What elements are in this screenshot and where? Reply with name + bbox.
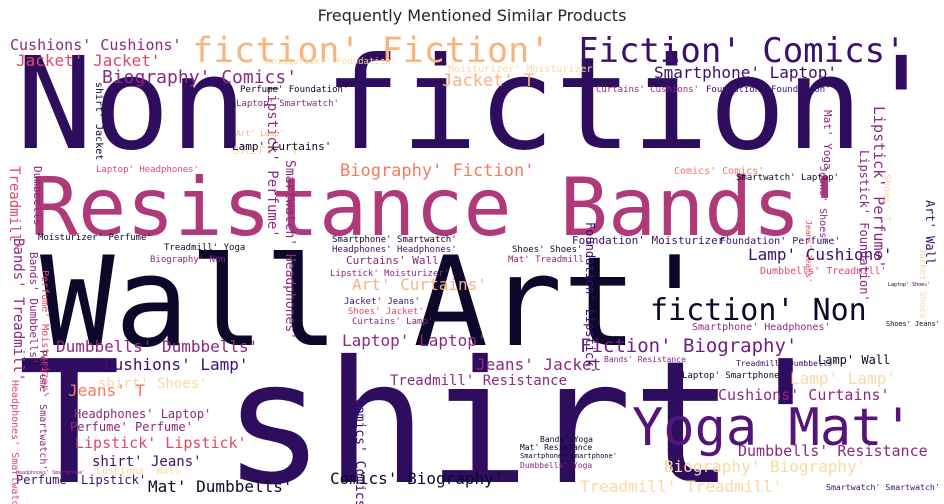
cloud-word: Bands' Treadmill': [10, 238, 26, 381]
cloud-word: Cushions' Wall: [96, 466, 180, 477]
cloud-word: Curtains' Wall: [346, 254, 439, 267]
cloud-word: Bands' Dumbbells': [27, 252, 40, 365]
cloud-word: Perfume' Smartwatch': [37, 350, 48, 470]
cloud-word: Treadmill' Treadmill': [580, 477, 782, 496]
cloud-word: fiction' Fiction': [192, 31, 550, 71]
cloud-word: Jacket' T: [442, 71, 534, 91]
cloud-word: Wall Art': [40, 231, 712, 375]
cloud-word: Jacket' Jacket': [16, 51, 161, 70]
cloud-word: Jacket' Jeans': [344, 297, 420, 307]
cloud-word: Headphones' Smartwatch': [9, 380, 20, 504]
cloud-word: Lipstick' Foundation': [857, 150, 871, 302]
cloud-word: shirt' Shoes': [98, 376, 208, 392]
cloud-word: Fiction' Biography': [580, 335, 797, 357]
cloud-word: Dumbbells' Treadmill': [760, 266, 886, 277]
cloud-word: fiction' Non: [650, 293, 867, 328]
cloud-word: Bands' Resistance: [604, 355, 686, 364]
cloud-word: Jacket' Shoes': [917, 248, 927, 324]
cloud-word: Yoga Mat': [632, 398, 914, 458]
cloud-word: Foundation' Moisturizer': [572, 234, 731, 247]
cloud-word: Smartwatch' Headphones': [282, 160, 297, 340]
cloud-word: Lipstick' Perfume': [264, 86, 280, 238]
cloud-word: shirt' Jacket: [93, 82, 104, 160]
cloud-word: Bands' Yoga: [540, 435, 593, 444]
cloud-word: Shoes' Jeans': [886, 320, 940, 328]
cloud-word: Fiction' Comics': [578, 31, 906, 71]
cloud-word: Smartphone' Laptop': [654, 63, 837, 82]
cloud-word: Cushions' Curtains': [718, 386, 890, 404]
cloud-word: Perfume' Lipstick': [16, 473, 146, 487]
cloud-word: Headphones' Smartphone': [16, 470, 85, 476]
cloud-word: Art' Lamp': [236, 129, 284, 138]
cloud-word: Moisturizer' Foundation': [266, 57, 396, 67]
cloud-word: Moisturizer' Moisturizer': [448, 64, 599, 75]
cloud-word: Foundation' Perfume': [720, 236, 840, 247]
cloud-word: Lipstick' Moisturizer': [330, 269, 449, 279]
cloud-word: Jeans' Jacket: [476, 355, 601, 374]
cloud-word: Resistance Bands': [30, 161, 849, 254]
cloud-word: Smartwatch' Laptop': [736, 173, 839, 183]
cloud-word: Laptop' Shoes': [888, 282, 930, 288]
cloud-word: Foundation' Foundation': [706, 85, 831, 95]
cloud-word: Lamp' Lamp': [790, 369, 896, 388]
cloud-word: Lamp' Curtains': [232, 140, 331, 153]
cloud-word: Laptop' Smartphone': [682, 371, 785, 381]
cloud-word: Biography' Comics': [102, 67, 297, 88]
cloud-word: Treadmill' Dumbbells': [736, 359, 837, 368]
cloud-word: Mat' Treadmill': [508, 255, 589, 265]
cloud-word: Jeans' T: [68, 381, 145, 400]
cloud-word: Non fiction': [16, 30, 940, 179]
cloud-word: Lipstick' Lipstick': [75, 434, 247, 452]
cloud-word: Curtains' Cushions': [596, 85, 699, 95]
cloud-word: T shirt': [18, 325, 837, 504]
cloud-word: Dumbbells' Dumbbells': [56, 337, 258, 356]
cloud-word: Foundation' Lipstick': [583, 222, 597, 374]
cloud-word: Perfume' Perfume': [70, 420, 193, 434]
cloud-word: Curtains' Lamp': [352, 317, 433, 327]
chart-title: Frequently Mentioned Similar Products: [317, 6, 627, 25]
cloud-word: Biography' Fiction': [340, 161, 534, 181]
cloud-word: Smartphone' Smartphone': [520, 452, 617, 460]
cloud-word: Lamp' Cushions': [748, 245, 893, 264]
cloud-word: shirt' T: [232, 142, 300, 158]
cloud-word: Shoes' Shoes': [512, 245, 582, 255]
cloud-word: Jeans' Jeans': [804, 220, 813, 283]
cloud-word: Perfume' Foundation': [240, 85, 348, 95]
cloud-word: Mat' Resistance: [520, 443, 592, 452]
cloud-word: Jeans' Shoes': [817, 166, 828, 244]
cloud-word: Laptop' Headphones': [96, 165, 199, 175]
cloud-word: Treadmill' Yoga: [164, 243, 245, 253]
cloud-word: Dumbbells' Resistance: [738, 442, 928, 460]
cloud-word: Headphones' Headphones': [332, 245, 457, 255]
cloud-word: Cushions' Lamp': [104, 355, 249, 374]
cloud-word: Shoes' Jacket': [348, 307, 424, 317]
cloud-word: Comics' Comics': [352, 398, 367, 504]
cloud-word: Shoes' T: [881, 174, 892, 222]
cloud-word: Laptop' Laptop': [342, 331, 487, 350]
cloud-word: Perfume' Moisturizer': [39, 270, 50, 396]
cloud-word: Lamp' Wall: [818, 353, 890, 367]
cloud-word: Dumbbells': [31, 166, 44, 232]
cloud-word: Art' Wall: [923, 200, 937, 265]
cloud-word: Lipstick' Perfume': [870, 106, 888, 269]
cloud-word: Mat' Dumbbells': [148, 477, 293, 496]
cloud-word: Biography' Non: [150, 255, 226, 265]
cloud-word: Cushions' Cushions': [10, 36, 182, 54]
cloud-word: Moisturizer' Perfume': [38, 233, 152, 243]
cloud-word: Smartphone' Smartwatch': [332, 235, 457, 245]
cloud-word: Comics' Comics': [674, 166, 764, 177]
cloud-word: Smartwatch' Smartwatch': [826, 482, 940, 492]
cloud-word: Comics' Biography': [330, 469, 503, 488]
cloud-word: Treadmill': [6, 166, 22, 250]
cloud-word: Mat' Yoga: [821, 110, 834, 170]
cloud-word: Headphones' Laptop': [74, 407, 211, 421]
cloud-word: Art' Curtains': [352, 275, 487, 294]
cloud-word: Smartphone' Headphones': [692, 322, 830, 333]
cloud-word: Laptop' Smartwatch': [236, 99, 339, 109]
cloud-word: Treadmill' Resistance: [390, 373, 567, 389]
cloud-word: shirt' Jeans': [92, 454, 202, 470]
cloud-word: Biography' Biography': [664, 457, 866, 476]
cloud-word: Dumbbells' Yoga: [520, 461, 592, 470]
